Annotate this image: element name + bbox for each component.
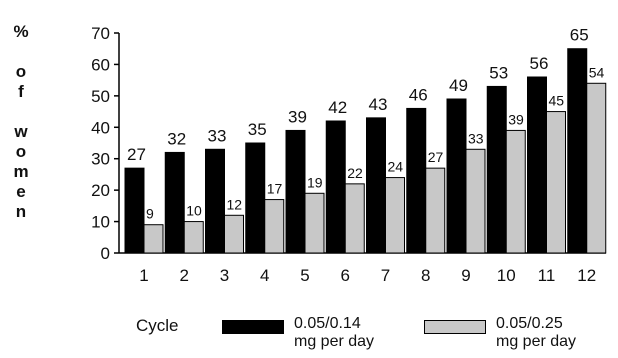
bar-series-2 — [344, 183, 365, 254]
bar-series-1 — [567, 48, 588, 254]
y-tick-label: 70 — [91, 24, 110, 43]
data-label-series-1: 49 — [449, 76, 468, 95]
y-axis-label-char: o — [15, 142, 27, 161]
bar-series-2 — [264, 199, 285, 254]
x-tick-label: 7 — [381, 266, 390, 285]
data-label-series-1: 53 — [489, 63, 508, 82]
y-tick-label: 30 — [91, 150, 110, 169]
bar-series-2 — [385, 177, 405, 254]
y-tick-label: 10 — [91, 213, 110, 232]
legend-label-series-2-line2: mg per day — [496, 333, 577, 350]
x-tick-label: 10 — [497, 266, 516, 285]
bar-series-2 — [465, 148, 486, 254]
bar-series-1 — [285, 129, 306, 254]
y-axis-label-char: o — [15, 62, 27, 81]
data-label-series-1: 39 — [288, 107, 307, 126]
x-tick-label: 12 — [577, 266, 596, 285]
bar-series-2 — [183, 221, 204, 254]
x-tick-label: 2 — [180, 266, 189, 285]
x-tick-label: 9 — [461, 266, 470, 285]
bar-series-1 — [245, 142, 266, 254]
bar-series-1 — [366, 117, 386, 254]
data-label-series-2: 27 — [428, 149, 444, 165]
data-label-series-2: 19 — [307, 174, 323, 190]
legend-label-series-1-line1: 0.05/0.14 — [294, 315, 361, 332]
data-label-series-1: 27 — [127, 145, 146, 164]
y-tick-label: 20 — [91, 181, 110, 200]
data-label-series-2: 45 — [549, 93, 565, 109]
data-label-series-1: 43 — [369, 95, 388, 114]
y-axis-label-char: f — [18, 82, 24, 101]
bar-series-2 — [505, 129, 526, 254]
x-tick-label: 3 — [220, 266, 229, 285]
data-label-series-2: 12 — [227, 196, 243, 212]
bar-series-1 — [124, 167, 145, 254]
legend-label-series-2-line1: 0.05/0.25 — [496, 315, 563, 332]
bar-series-2 — [304, 192, 325, 254]
y-tick-label: 40 — [91, 118, 110, 137]
bar-series-2 — [425, 167, 446, 254]
data-label-series-1: 65 — [570, 26, 589, 45]
bar-series-2 — [546, 111, 566, 254]
y-axis-label-char: e — [16, 182, 26, 201]
bar-series-1 — [446, 98, 467, 254]
data-label-series-1: 56 — [530, 54, 549, 73]
y-tick-label: 0 — [101, 244, 110, 263]
data-label-series-2: 22 — [347, 165, 363, 181]
x-tick-label: 5 — [300, 266, 309, 285]
legend-swatch-series-1 — [222, 320, 284, 334]
data-label-series-2: 24 — [388, 159, 404, 175]
bar-series-1 — [325, 120, 346, 254]
x-tick-label: 4 — [260, 266, 269, 285]
legend-label-series-1-line2: mg per day — [294, 333, 375, 350]
bar-series-1 — [527, 76, 547, 254]
x-tick-label: 6 — [341, 266, 350, 285]
data-label-series-1: 35 — [248, 120, 267, 139]
y-tick-label: 50 — [91, 87, 110, 106]
x-tick-label: 1 — [139, 266, 148, 285]
data-label-series-2: 33 — [468, 130, 484, 146]
data-label-series-1: 32 — [167, 129, 186, 148]
bar-series-1 — [486, 85, 507, 254]
x-tick-label: 11 — [538, 266, 556, 285]
x-axis-label: Cycle — [136, 316, 179, 335]
bar-series-2 — [586, 82, 607, 254]
y-axis-label-char: w — [14, 122, 28, 141]
y-tick-label: 60 — [91, 55, 110, 74]
x-tick-label: 8 — [421, 266, 430, 285]
legend-swatch-series-2 — [424, 320, 486, 334]
bar-series-2 — [224, 214, 244, 254]
bar-series-1 — [406, 107, 427, 254]
bar-series-1 — [164, 151, 185, 254]
data-label-series-2: 9 — [146, 206, 154, 222]
bar-series-1 — [205, 148, 225, 254]
data-label-series-2: 17 — [267, 181, 283, 197]
y-axis-label-char: m — [13, 162, 29, 181]
data-label-series-2: 10 — [186, 203, 202, 219]
y-axis-label-char: n — [15, 202, 27, 221]
data-label-series-2: 54 — [589, 64, 605, 80]
bar-series-2 — [143, 224, 164, 254]
data-label-series-2: 39 — [508, 111, 524, 127]
data-label-series-1: 46 — [409, 85, 428, 104]
data-label-series-1: 42 — [328, 98, 347, 117]
data-label-series-1: 33 — [208, 126, 227, 145]
y-axis-label-char: % — [13, 22, 29, 41]
